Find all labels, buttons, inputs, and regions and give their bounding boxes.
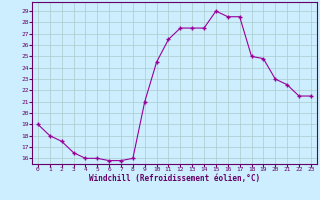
X-axis label: Windchill (Refroidissement éolien,°C): Windchill (Refroidissement éolien,°C) — [89, 174, 260, 183]
